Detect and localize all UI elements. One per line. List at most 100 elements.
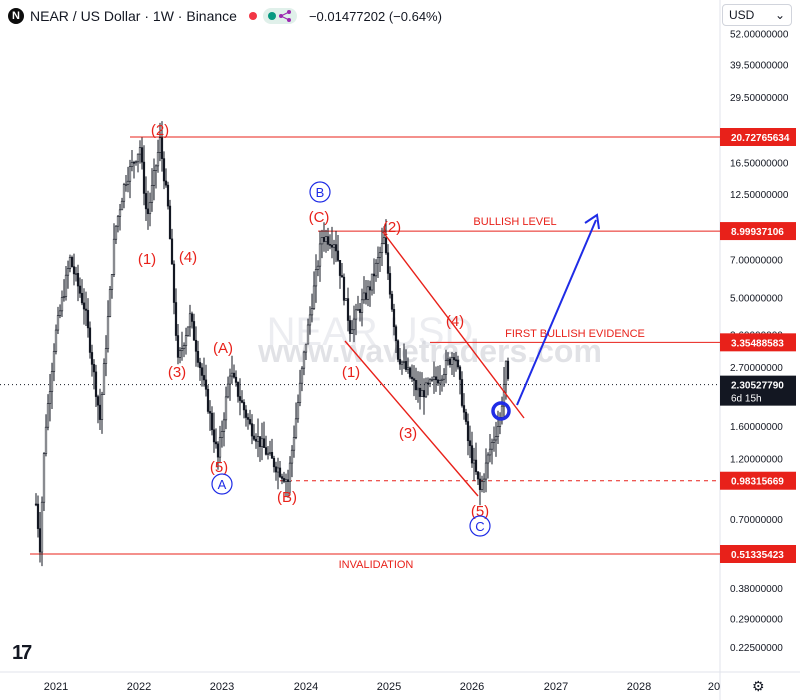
wave-label: A [218,477,227,492]
candle-body [414,380,418,391]
candle-body [130,161,134,167]
candle-body [356,309,360,311]
tradingview-logo-icon[interactable]: 17 [12,642,32,664]
candle [348,315,352,342]
candle [44,414,48,457]
candle-body [66,268,70,276]
candle [410,364,414,383]
candle [210,406,214,436]
candle [458,365,462,395]
candle [74,266,78,282]
candle-body [268,452,272,454]
price-tag [720,333,796,352]
candle-body [176,335,180,358]
candle-body [410,376,414,379]
wedge-lower-line [344,340,479,497]
currency-select[interactable]: USD ⌄ [722,4,792,26]
candle-body [180,348,184,352]
candle [90,344,94,377]
candle [290,445,294,478]
wave-circle-icon [211,473,233,495]
candle-body [482,478,486,482]
price-tick-label: 29.50000000 [730,93,789,104]
candle-body [110,274,114,290]
candle [428,377,432,388]
candle-body [140,147,144,163]
share-nodes-icon[interactable] [278,10,292,22]
candle-body [146,208,150,215]
candle [196,340,200,368]
candle [188,304,192,337]
candle [456,355,460,370]
candle [180,331,184,361]
candle [140,137,144,170]
candle-body [462,405,466,413]
projection-arrow [516,219,597,406]
gear-icon[interactable]: ⚙ [752,678,765,694]
candle-body [358,309,362,313]
time-axis[interactable]: 2021 2022 2023 2024 2025 2026 2027 2028 20 [44,681,720,693]
candle-body [56,315,60,331]
candle-body [170,238,174,265]
candle-body [264,447,268,455]
candles[interactable] [34,121,510,567]
candle [502,366,506,420]
candle [136,153,140,173]
candle-body [340,275,344,278]
candle [406,357,410,374]
candle-body [192,321,196,341]
candle [182,342,186,358]
candle-body [334,244,338,252]
candle [118,204,122,231]
candle [252,424,256,441]
candle [296,394,300,423]
candle-body [82,302,86,310]
symbol-title[interactable]: NEAR / US Dollar · 1W · Binance [30,8,237,24]
candle-body [466,421,470,442]
candle-body [248,419,252,424]
candle [100,391,104,434]
candle [242,399,246,419]
candle [58,304,62,319]
candle-body [306,324,310,345]
time-tick-label: 20 [708,681,720,693]
candle [212,412,216,453]
candle-body [420,390,424,397]
candle [134,160,138,166]
candle-body [500,405,504,418]
price-tags: 20.72765634 8.99937106 3.35488583 0.9831566… [720,128,796,563]
candle-body [464,411,468,422]
wave-label: (B) [277,489,297,506]
candle [128,159,132,199]
candle [156,139,160,173]
price-axis[interactable]: 52.00000000 39.50000000 29.50000000 16.5000… [730,29,789,654]
candle [80,279,84,306]
candle-body [150,185,154,203]
candle [478,472,482,506]
candle [344,298,348,301]
candle-body [58,310,62,316]
candle [352,305,356,343]
candle [300,366,304,392]
wave-label: (1) [342,364,360,381]
candle [318,230,322,282]
candle-body [222,419,226,432]
candle-body [90,352,94,365]
candle [56,306,60,335]
level-label-first-bullish-evidence: FIRST BULLISH EVIDENCE [505,328,645,340]
candle-body [78,285,82,294]
candle-body [232,372,236,378]
candle [66,260,70,289]
candle-body [350,329,354,334]
candle [312,271,316,310]
candle-body [446,358,450,361]
candle-body [454,359,458,362]
candle [208,400,212,431]
indicator-pills[interactable] [262,8,297,24]
time-tick-label: 2025 [377,681,401,693]
candle-body [360,299,364,313]
candle-body [202,375,206,381]
candle-body [362,292,366,301]
candle [366,280,370,307]
